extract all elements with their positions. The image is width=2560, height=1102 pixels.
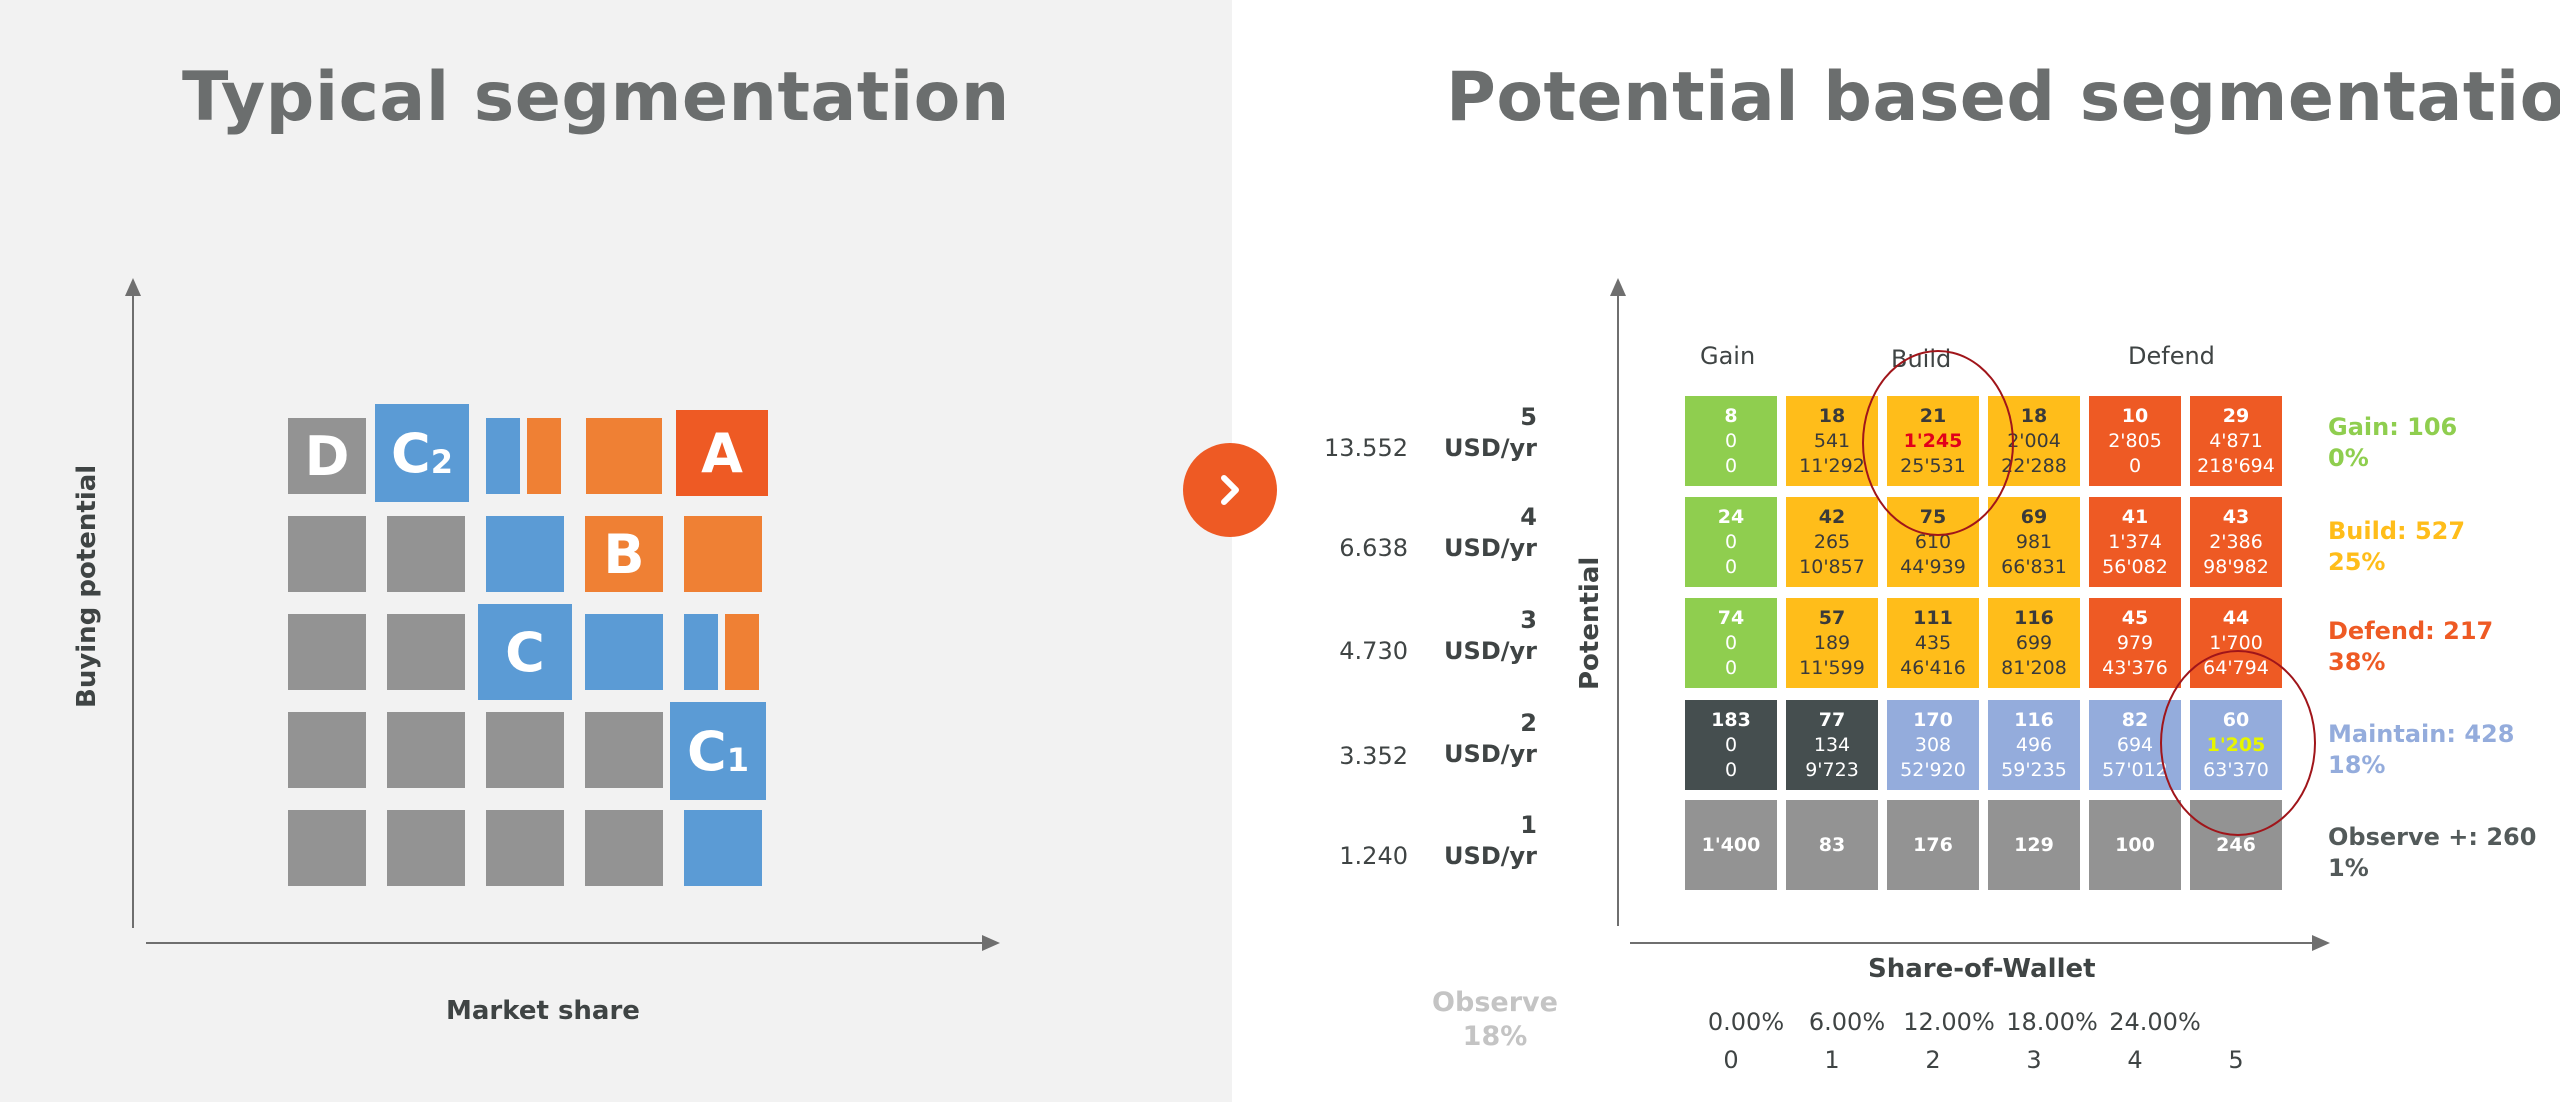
grid-cell: 18 541 11'292 bbox=[1786, 396, 1878, 486]
grid-cell: 42 265 10'857 bbox=[1786, 497, 1878, 587]
grid-cell: 111 435 46'416 bbox=[1887, 598, 1979, 688]
row-level: 5 USD/yr bbox=[1444, 403, 1537, 462]
grid-cell: 69 981 66'831 bbox=[1988, 497, 2080, 587]
legend-gain: Gain: 106 0% bbox=[2328, 413, 2458, 472]
block-grey bbox=[387, 810, 465, 886]
observe-label: Observe 18% bbox=[1432, 987, 1558, 1052]
right-y-axis bbox=[1617, 292, 1619, 926]
block-orange bbox=[684, 516, 762, 592]
sow-index: 5 bbox=[2228, 1046, 2244, 1074]
block-grey bbox=[585, 712, 663, 788]
row-level: 2 USD/yr bbox=[1444, 709, 1537, 768]
sow-index: 2 bbox=[1925, 1046, 1941, 1074]
sow-percentage: 0.00% bbox=[1707, 1008, 1785, 1036]
sow-percentage: 6.00% bbox=[1808, 1008, 1886, 1036]
grid-cell: 43 2'386 98'982 bbox=[2190, 497, 2282, 587]
grid-cell: 183 0 0 bbox=[1685, 700, 1777, 790]
grid-cell: 29 4'871 218'694 bbox=[2190, 396, 2282, 486]
block-grey bbox=[387, 712, 465, 788]
grid-cell: 83 bbox=[1786, 800, 1878, 890]
left-panel: Typical segmentation Buying potential Ma… bbox=[0, 0, 1232, 1102]
grid-cell: 10 2'805 0 bbox=[2089, 396, 2181, 486]
left-y-axis-label: Buying potential bbox=[72, 464, 102, 708]
row-level: 3 USD/yr bbox=[1444, 606, 1537, 665]
block-grey bbox=[387, 614, 465, 690]
legend-observe-plus: Observe +: 260 1% bbox=[2328, 823, 2537, 882]
sow-percentage: 18.00% bbox=[2006, 1008, 2098, 1036]
sow-index: 3 bbox=[2026, 1046, 2042, 1074]
left-x-axis bbox=[146, 942, 986, 944]
block-grey bbox=[288, 810, 366, 886]
highlight-circle bbox=[2160, 650, 2316, 836]
grid-cell: 41 1'374 56'082 bbox=[2089, 497, 2181, 587]
block-blue-small bbox=[486, 418, 520, 494]
grid-cell: 116 699 81'208 bbox=[1988, 598, 2080, 688]
grid-cell: 1'400 bbox=[1685, 800, 1777, 890]
grid-cell: 57 189 11'599 bbox=[1786, 598, 1878, 688]
row-level: 1 USD/yr bbox=[1444, 811, 1537, 870]
grid-cell: 45 979 43'376 bbox=[2089, 598, 2181, 688]
row-level: 4 USD/yr bbox=[1444, 503, 1537, 562]
sow-index: 1 bbox=[1824, 1046, 1840, 1074]
block-grey bbox=[486, 810, 564, 886]
grid-cell: 176 bbox=[1887, 800, 1979, 890]
legend-maintain: Maintain: 428 18% bbox=[2328, 720, 2515, 779]
column-header-defend: Defend bbox=[2128, 342, 2215, 370]
grid-cell: 129 bbox=[1988, 800, 2080, 890]
right-x-axis-label: Share-of-Wallet bbox=[1868, 954, 2096, 984]
segment-c: C bbox=[478, 604, 572, 700]
segment-a: A bbox=[676, 410, 768, 496]
block-blue bbox=[486, 516, 564, 592]
highlight-circle bbox=[1862, 350, 2014, 536]
grid-cell: 170 308 52'920 bbox=[1887, 700, 1979, 790]
block-blue-small bbox=[684, 614, 718, 690]
block-grey bbox=[486, 712, 564, 788]
next-button[interactable] bbox=[1183, 443, 1277, 537]
right-x-axis bbox=[1630, 942, 2316, 944]
left-title: Typical segmentation bbox=[182, 58, 1010, 137]
column-header-gain: Gain bbox=[1700, 342, 1756, 370]
block-blue bbox=[684, 810, 762, 886]
sow-index: 0 bbox=[1723, 1046, 1739, 1074]
grid-cell: 100 bbox=[2089, 800, 2181, 890]
row-value: 1.240 bbox=[1339, 842, 1408, 870]
row-value: 6.638 bbox=[1339, 534, 1408, 562]
block-grey bbox=[288, 614, 366, 690]
block-grey bbox=[288, 712, 366, 788]
right-y-axis-label: Potential bbox=[1575, 556, 1605, 690]
left-y-axis bbox=[132, 292, 134, 928]
sow-percentage: 24.00% bbox=[2109, 1008, 2201, 1036]
legend-build: Build: 527 25% bbox=[2328, 517, 2466, 576]
row-value: 13.552 bbox=[1324, 434, 1408, 462]
right-x-axis-arrow bbox=[2312, 935, 2330, 951]
segment-b: B bbox=[585, 516, 663, 592]
segment-d: D bbox=[288, 418, 366, 494]
right-y-axis-arrow bbox=[1610, 278, 1626, 296]
legend-defend: Defend: 217 38% bbox=[2328, 617, 2494, 676]
block-blue bbox=[585, 614, 663, 690]
block-orange bbox=[586, 418, 662, 494]
block-orange-small bbox=[725, 614, 759, 690]
right-title: Potential based segmentation bbox=[1446, 58, 2560, 137]
sow-index: 4 bbox=[2127, 1046, 2143, 1074]
grid-cell: 24 0 0 bbox=[1685, 497, 1777, 587]
block-grey bbox=[288, 516, 366, 592]
left-x-axis-label: Market share bbox=[446, 996, 640, 1026]
grid-cell: 116 496 59'235 bbox=[1988, 700, 2080, 790]
chevron-right-icon bbox=[1221, 475, 1239, 505]
sow-percentage: 12.00% bbox=[1903, 1008, 1995, 1036]
left-y-axis-arrow bbox=[125, 278, 141, 296]
left-x-axis-arrow bbox=[982, 935, 1000, 951]
row-value: 3.352 bbox=[1339, 742, 1408, 770]
grid-cell: 77 134 9'723 bbox=[1786, 700, 1878, 790]
block-grey bbox=[585, 810, 663, 886]
grid-cell: 74 0 0 bbox=[1685, 598, 1777, 688]
block-orange-small bbox=[527, 418, 561, 494]
block-grey bbox=[387, 516, 465, 592]
row-value: 4.730 bbox=[1339, 637, 1408, 665]
